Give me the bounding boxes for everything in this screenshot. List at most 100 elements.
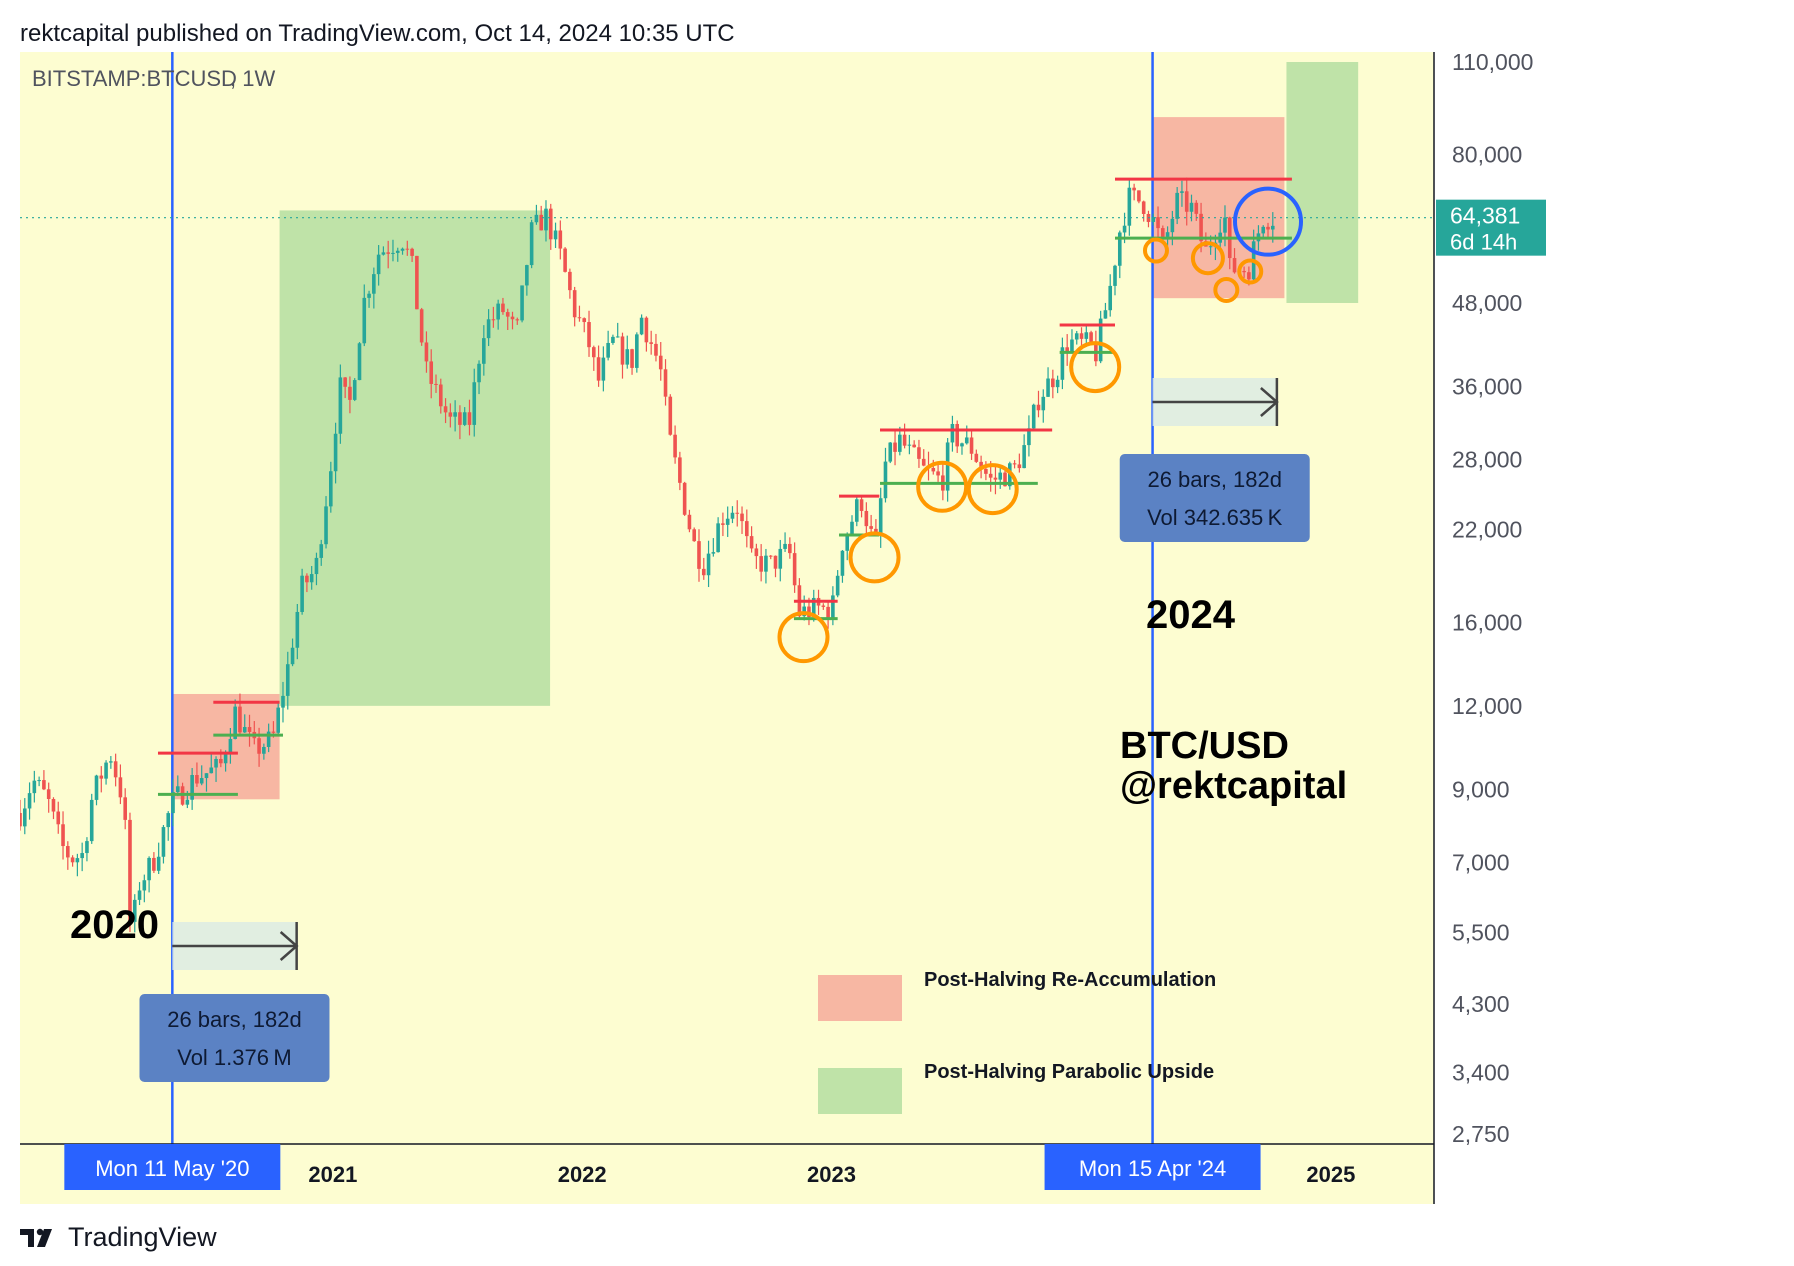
candle-body [89, 799, 94, 842]
measure-badge [139, 994, 330, 1082]
candle-body [190, 775, 194, 800]
chart-area[interactable]: 26 bars, 182d Vol 1.376 M 26 bars, 182d Vol… [20, 52, 1786, 1204]
candle-body [1098, 318, 1103, 362]
candle-body [568, 271, 572, 291]
candle-body [850, 521, 854, 534]
candle-body [348, 386, 352, 400]
candle-body [1012, 463, 1017, 465]
candle-body [37, 780, 41, 782]
halving-date-badge [64, 1144, 281, 1190]
candle-body [917, 447, 921, 459]
halving-date-label: Mon 11 May '20 [95, 1156, 249, 1181]
price-tick-label: 12,000 [1452, 693, 1522, 719]
candle-body [238, 706, 242, 733]
candle-body [596, 357, 601, 381]
price-tick-label: 5,500 [1452, 920, 1510, 946]
last-price-badge[interactable] [1436, 199, 1546, 256]
orange-highlight-circle [966, 463, 1019, 516]
candle-body [974, 453, 979, 462]
year-label-2020: 2020 [70, 903, 159, 947]
candle-body [1103, 310, 1108, 319]
candle-body [285, 664, 290, 696]
candle-body [152, 857, 156, 871]
candle-body [1180, 191, 1184, 193]
candle-body [563, 248, 567, 272]
candle-body [324, 506, 328, 545]
candle-body [1141, 201, 1146, 214]
candle-body [1165, 232, 1170, 237]
candle-body [462, 412, 467, 425]
candle-body [477, 363, 481, 383]
candle-body [869, 526, 873, 529]
price-chart[interactable]: 26 bars, 182d Vol 1.376 M 26 bars, 182d Vol… [20, 52, 1786, 1204]
price-tick-label: 16,000 [1452, 609, 1522, 635]
candle-body [730, 512, 735, 519]
orange-highlight-circle [1069, 341, 1122, 394]
candle-body [548, 208, 553, 240]
candle-body [778, 548, 783, 569]
candle-body [333, 433, 338, 472]
price-tick-label: 3,400 [1452, 1059, 1510, 1085]
candle-body [893, 442, 897, 452]
price-tick-label: 36,000 [1452, 374, 1522, 400]
candle-body [955, 423, 960, 447]
candle-body [1151, 217, 1156, 222]
candle-body [749, 536, 754, 549]
candle-body [1108, 285, 1113, 311]
candle-body [1127, 187, 1132, 226]
candle-body [20, 812, 22, 827]
pair-label: BTC/USD [1120, 725, 1289, 767]
candle-body [1266, 226, 1270, 230]
candle-body [415, 255, 419, 310]
candle-body [1055, 379, 1060, 388]
candle-body [443, 406, 448, 413]
candle-body [921, 458, 926, 466]
candle-body [1089, 332, 1093, 343]
candle-body [266, 731, 271, 747]
candle-body [338, 377, 343, 434]
candle-body [1232, 258, 1237, 273]
candle-body [840, 550, 845, 576]
candle-body [56, 811, 61, 825]
orange-highlight-circle [916, 460, 969, 513]
measure-volume-label: Vol 342.635 K [1147, 505, 1283, 530]
candle-body [429, 361, 434, 384]
candle-body [735, 512, 740, 514]
candle-body [553, 230, 558, 240]
candle-body [898, 434, 902, 452]
candle-body [783, 543, 787, 549]
candle-body [257, 738, 261, 754]
candle-body [993, 477, 998, 480]
candle-body [979, 461, 983, 469]
candle-body [491, 319, 496, 321]
candle-body [687, 514, 692, 530]
price-tick-label: 9,000 [1452, 776, 1510, 802]
candle-body [835, 575, 840, 596]
candle-body [314, 557, 319, 575]
candle-body [51, 799, 56, 812]
orange-highlight-circle [1213, 276, 1240, 303]
candle-body [534, 214, 539, 223]
candle-body [32, 780, 37, 794]
candle-body [520, 285, 524, 321]
candle-body [166, 813, 171, 828]
orange-highlight-circle [1190, 241, 1225, 276]
parabolic-zone [279, 210, 551, 706]
candle-body [658, 355, 663, 370]
candle-body [630, 349, 634, 368]
candle-body [1041, 396, 1046, 411]
candle-body [362, 297, 367, 344]
candle-body [711, 552, 716, 554]
orange-highlight-circle [1237, 258, 1264, 285]
legend-swatch-parabolic [818, 1068, 902, 1114]
measure-bars-label: 26 bars, 182d [167, 1007, 302, 1032]
candle-body [606, 342, 610, 358]
candle-body [1156, 217, 1160, 229]
candle-body [859, 499, 864, 511]
candle-body [209, 767, 214, 774]
candle-body [663, 369, 668, 397]
measure-bars-label: 26 bars, 182d [1147, 467, 1282, 492]
candle-body [615, 336, 620, 338]
candle-body [424, 342, 429, 362]
publish-header: rektcapital published on TradingView.com… [20, 20, 735, 47]
